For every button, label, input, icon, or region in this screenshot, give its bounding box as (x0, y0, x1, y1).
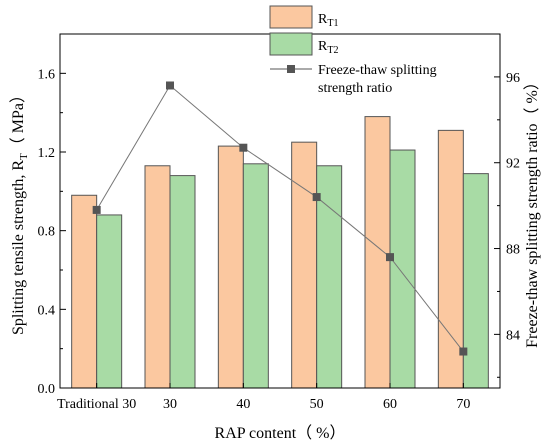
legend-label-rt2-main: R (318, 39, 328, 54)
y-axis-title-unit: （ MPa） (9, 87, 27, 153)
legend-swatch-rt2 (269, 32, 313, 56)
y-tick-label-4: 1.6 (38, 67, 56, 82)
y2-tick-label-2: 92 (506, 157, 520, 172)
y-tick-label-2: 0.8 (38, 225, 56, 240)
ratio-marker-0 (92, 205, 101, 214)
legend-label-rt1: RT1 (318, 12, 338, 29)
y2-axis-title: Freeze-thaw splitting strength ratio（ %） (523, 74, 541, 348)
plot-frame (59, 33, 501, 389)
legend-label-ratio-line2: strength ratio (318, 81, 392, 96)
x-axis-title: RAP content（ %） (215, 424, 346, 442)
ratio-marker-3 (312, 193, 321, 202)
ratio-marker-4 (386, 253, 394, 262)
y2-tick-label-3: 96 (506, 71, 520, 86)
bar-rt2-0 (96, 214, 123, 389)
legend: RT1 RT2 Freeze-thaw splitting strength r… (269, 5, 437, 96)
legend-label-ratio: Freeze-thaw splitting (318, 63, 437, 78)
bar-rt2-4 (389, 149, 416, 389)
ratio-line-layer (92, 81, 468, 356)
x-tick-label-3: 50 (310, 397, 324, 412)
bars-layer (71, 116, 489, 389)
bar-rt2-1 (169, 175, 196, 389)
y-tick-label-0: 0.0 (38, 382, 56, 397)
bar-rt2-5 (462, 173, 489, 389)
bar-rt2-3 (316, 165, 343, 389)
bar-rt1-0 (71, 194, 98, 389)
bar-rt1-3 (291, 141, 318, 389)
ratio-marker-1 (166, 81, 174, 90)
legend-label-rt2-sub: T2 (327, 45, 338, 56)
y-axis-title: Splitting tensile strength, RT（ MPa） (9, 87, 30, 335)
y-axis-title-main: Splitting tensile strength, R (10, 160, 27, 335)
legend-marker-ratio (287, 65, 295, 73)
legend-label-rt1-main: R (318, 12, 328, 27)
legend-label-rt2: RT2 (318, 39, 338, 56)
y-axis-ticks: 0.0 0.4 0.8 1.2 1.6 (38, 33, 66, 397)
bar-rt1-4 (364, 116, 391, 389)
ratio-line (96, 84, 464, 352)
y2-tick-label-0: 84 (506, 328, 520, 343)
y-axis-title-subscript: T (18, 153, 30, 160)
x-tick-label-4: 60 (383, 397, 397, 412)
ratio-marker-5 (459, 347, 468, 356)
bar-rt1-5 (437, 129, 464, 389)
x-tick-label-2: 40 (236, 397, 250, 412)
bar-rt1-2 (217, 145, 244, 389)
ratio-marker-2 (239, 143, 248, 152)
y2-tick-label-1: 88 (506, 243, 520, 258)
x-tick-label-5: 70 (456, 397, 470, 412)
y-tick-label-1: 0.4 (38, 303, 56, 318)
bar-rt1-1 (144, 165, 171, 389)
y2-axis-ticks: 84 88 92 96 (494, 71, 520, 378)
bar-rt2-2 (242, 163, 269, 389)
x-tick-label-1: 30 (163, 397, 177, 412)
x-tick-label-0: Traditional 30 (57, 397, 136, 412)
legend-swatch-rt1 (269, 5, 313, 29)
legend-label-rt1-sub: T1 (327, 18, 338, 29)
x-axis-ticks: Traditional 30 30 40 50 60 70 (57, 383, 470, 412)
y-tick-label-3: 1.2 (38, 146, 56, 161)
